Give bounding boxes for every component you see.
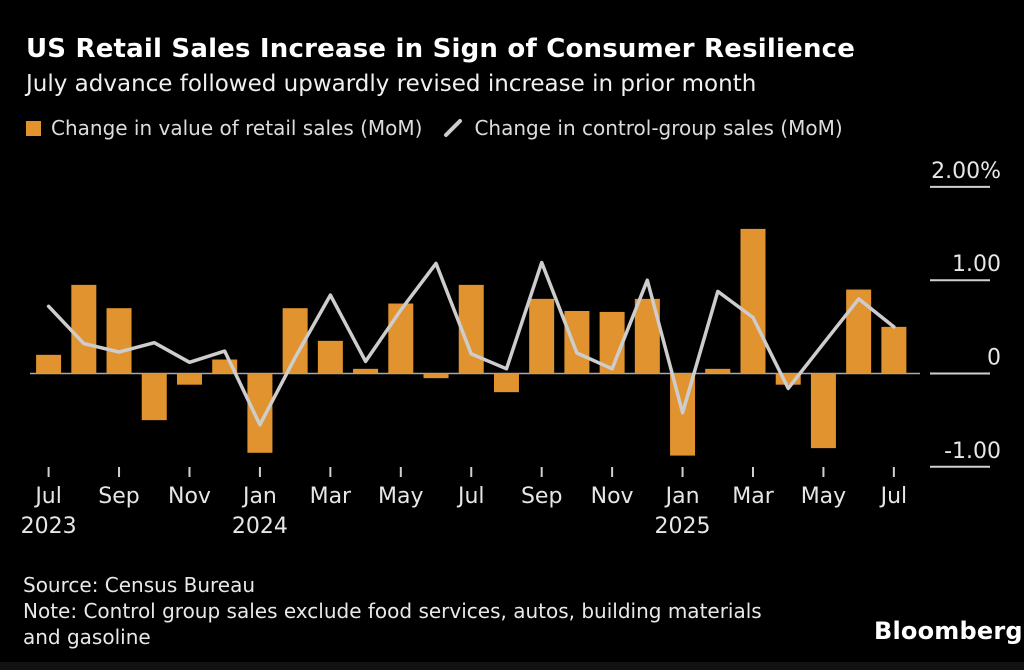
- source-text: Source: Census Bureau: [23, 573, 256, 597]
- page-subtitle: July advance followed upwardly revised i…: [26, 71, 757, 97]
- bar-mar-2024: [317, 340, 343, 374]
- bar-mar-2025: [740, 228, 766, 374]
- y-axis-label--1.00: -1.00: [944, 439, 1001, 464]
- bar-sep-2023: [106, 308, 132, 374]
- bar-apr-2025: [775, 373, 801, 385]
- bar-oct-2024: [564, 310, 590, 374]
- y-axis-label-0: 0: [987, 346, 1001, 371]
- x-axis-label-jul-2023: Jul: [33, 484, 62, 509]
- x-axis-label-nov-2023: Nov: [168, 484, 211, 509]
- bar-feb-2025: [705, 368, 731, 374]
- chart-legend: Change in value of retail sales (MoM) Ch…: [26, 116, 843, 140]
- bar-jun-2025: [846, 289, 872, 374]
- legend-label-line: Change in control-group sales (MoM): [474, 116, 843, 140]
- page-title: US Retail Sales Increase in Sign of Cons…: [26, 34, 856, 64]
- bar-sep-2024: [529, 298, 555, 374]
- bar-jun-2024: [423, 373, 449, 379]
- bar-series-swatch-icon: [26, 120, 41, 136]
- note-text-line1: Note: Control group sales exclude food s…: [23, 599, 762, 623]
- bar-apr-2024: [353, 368, 379, 374]
- x-axis-label-sep-2024: Sep: [521, 484, 562, 509]
- x-axis-label-jul-2025: Jul: [879, 484, 908, 509]
- y-axis-label-1.00: 1.00: [952, 252, 1001, 277]
- legend-label-bars: Change in value of retail sales (MoM): [51, 116, 423, 140]
- x-axis-label-may-2024: May: [378, 484, 423, 509]
- bar-nov-2023: [176, 373, 202, 385]
- x-axis-year-label-2024: 2024: [232, 514, 288, 539]
- bar-jul-2023: [36, 354, 62, 374]
- x-axis-label-jul-2024: Jul: [456, 484, 485, 509]
- x-axis-label-mar-2025: Mar: [732, 484, 774, 509]
- x-axis-label-jan-2024: Jan: [241, 484, 277, 509]
- x-axis-label-jan-2025: Jan: [664, 484, 700, 509]
- x-axis-year-label-2025: 2025: [655, 514, 711, 539]
- y-axis-label-2.00%: 2.00%: [931, 159, 1001, 184]
- line-series-slash-icon: [444, 119, 463, 137]
- bar-oct-2023: [141, 373, 167, 421]
- note-text-line2: and gasoline: [23, 625, 151, 649]
- x-axis-label-nov-2024: Nov: [591, 484, 634, 509]
- x-axis-label-sep-2023: Sep: [98, 484, 139, 509]
- bar-may-2024: [388, 303, 414, 374]
- control-group-line: [46, 260, 896, 427]
- bar-may-2025: [810, 373, 836, 449]
- chart-footer: Source: Census Bureau Note: Control grou…: [23, 572, 762, 650]
- x-axis-year-label-2023: 2023: [21, 514, 77, 539]
- bottom-edge-strip: [0, 662, 1024, 670]
- x-axis-label-mar-2024: Mar: [310, 484, 352, 509]
- bar-aug-2024: [493, 373, 519, 393]
- x-axis-label-may-2025: May: [801, 484, 846, 509]
- bloomberg-logo: Bloomberg: [874, 617, 1023, 645]
- bar-jan-2024: [247, 373, 273, 453]
- bar-aug-2023: [71, 284, 97, 374]
- bar-jul-2025: [881, 326, 907, 374]
